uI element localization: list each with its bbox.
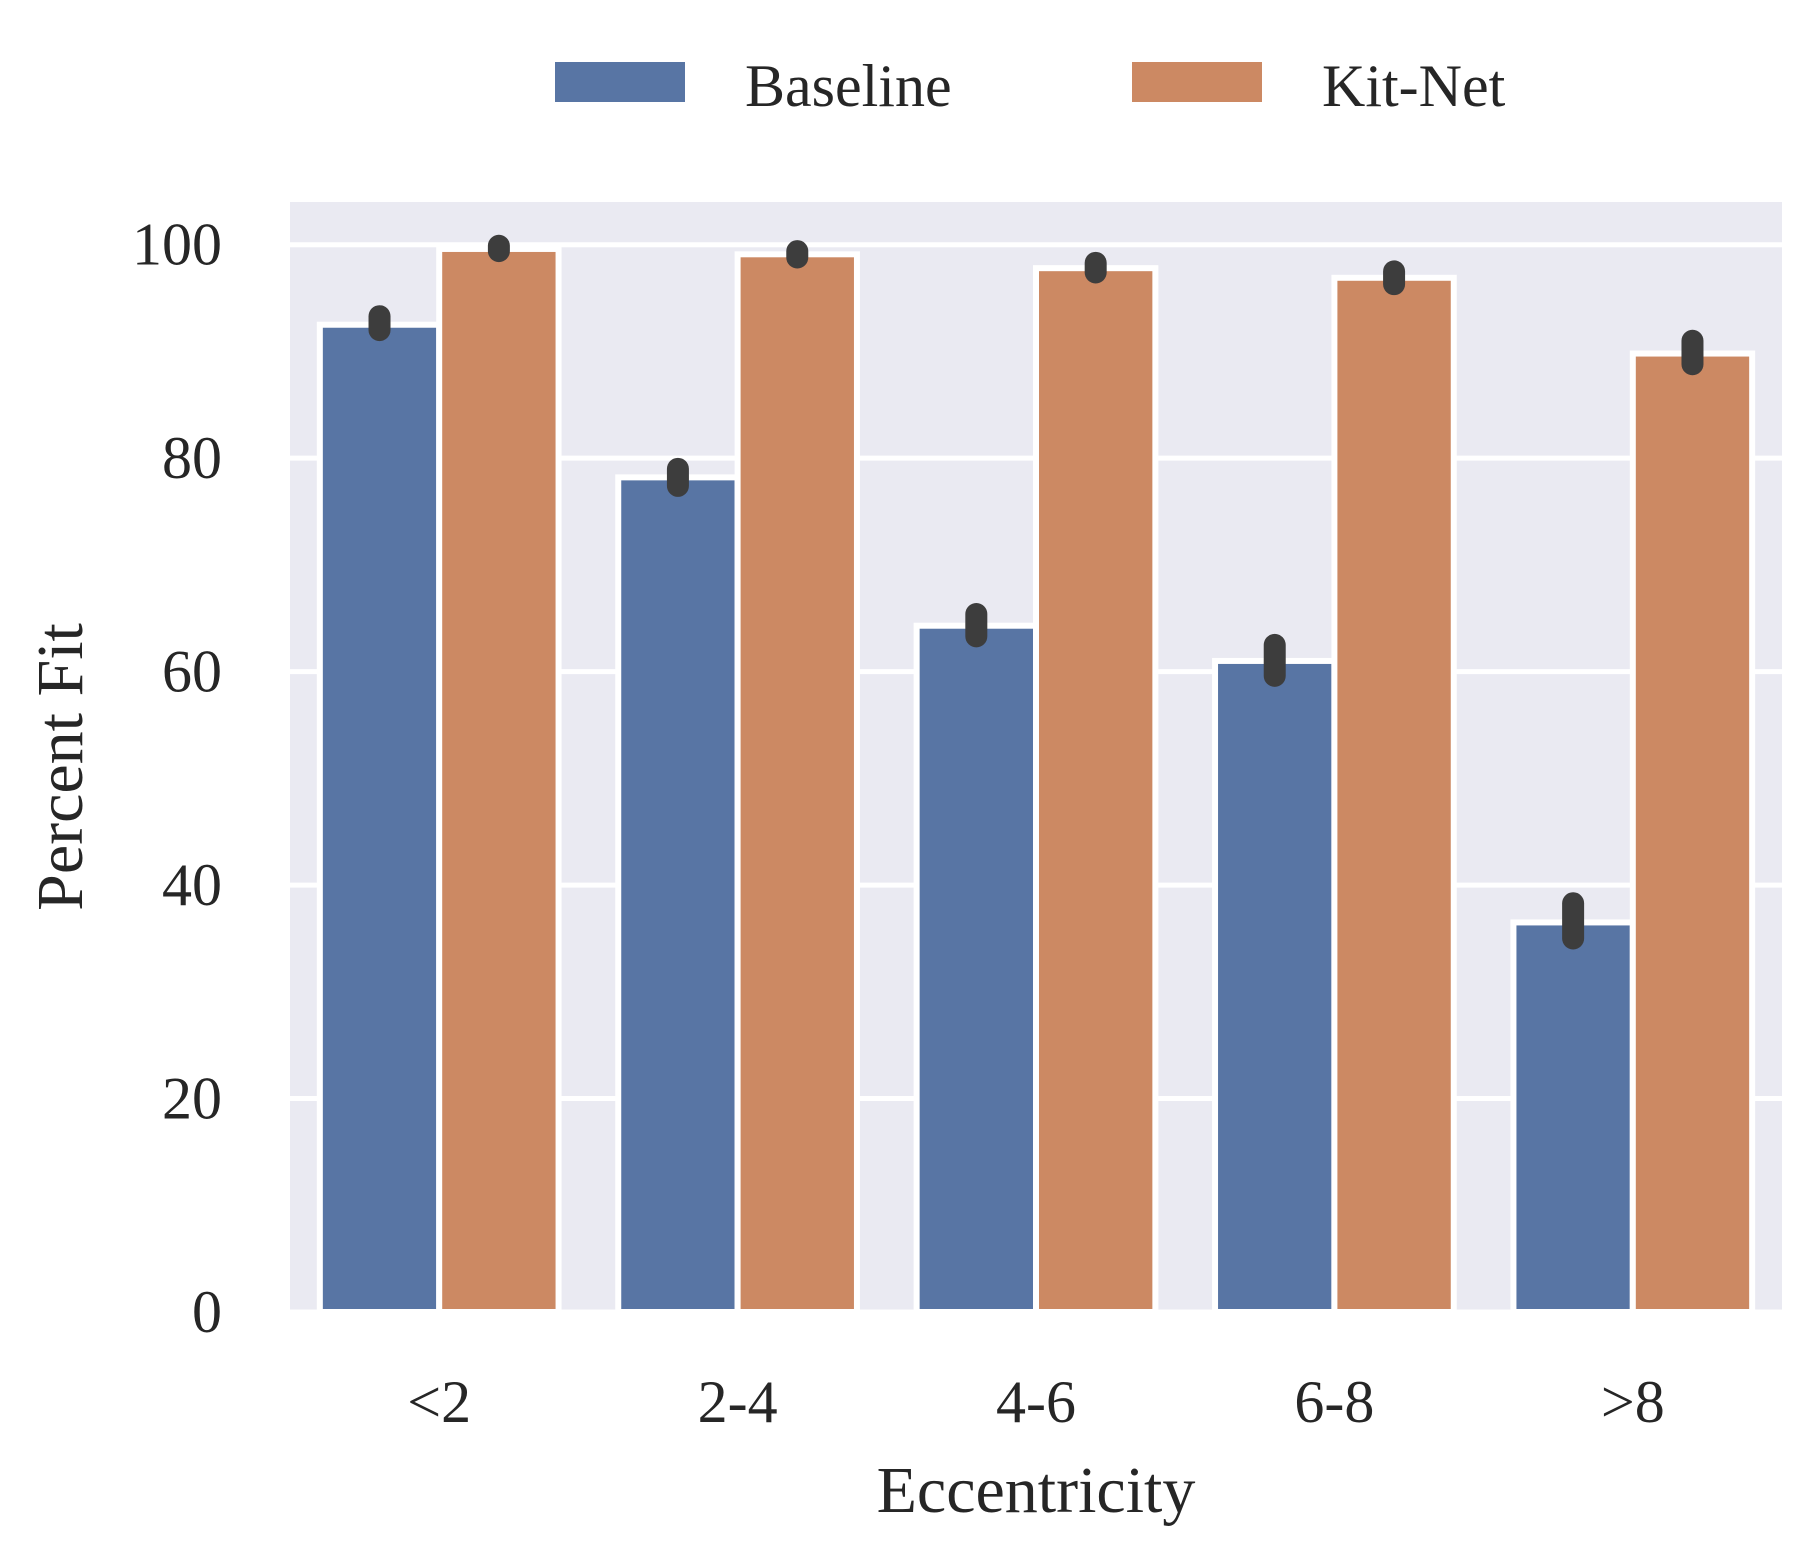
y-axis-label: Percent Fit xyxy=(24,623,97,911)
x-tick-label: <2 xyxy=(407,1369,471,1435)
bar-kit-net xyxy=(1331,274,1457,1316)
y-tick-label: 60 xyxy=(162,639,222,705)
bar-kit-net xyxy=(1629,350,1756,1315)
x-tick-label: >8 xyxy=(1601,1369,1665,1435)
legend-label: Baseline xyxy=(745,53,952,119)
bar-kit-net xyxy=(1033,265,1159,1315)
bar-baseline xyxy=(1510,919,1636,1315)
y-tick-label: 100 xyxy=(132,212,222,278)
legend-swatch xyxy=(555,62,685,102)
y-tick-label: 0 xyxy=(192,1279,222,1345)
bar-baseline xyxy=(615,474,741,1316)
bar-baseline xyxy=(316,321,443,1316)
legend-swatch xyxy=(1132,62,1262,102)
x-tick-labels: <2 2-4 4-6 6-8 >8 xyxy=(407,1369,1664,1435)
bar-baseline xyxy=(913,622,1040,1315)
bar-baseline xyxy=(1212,657,1338,1315)
legend: Baseline Kit-Net xyxy=(555,53,1506,119)
legend-label: Kit-Net xyxy=(1322,53,1506,119)
bar-kit-net xyxy=(436,245,562,1315)
x-tick-label: 6-8 xyxy=(1294,1369,1374,1435)
x-tick-label: 2-4 xyxy=(698,1369,778,1435)
y-tick-label: 40 xyxy=(162,852,222,918)
error-bars xyxy=(368,234,1704,950)
x-tick-label: 4-6 xyxy=(996,1369,1076,1435)
bars xyxy=(316,245,1756,1316)
x-axis-label: Eccentricity xyxy=(877,1454,1196,1527)
bar-kit-net xyxy=(734,251,860,1315)
y-tick-label: 20 xyxy=(162,1066,222,1132)
y-tick-label: 80 xyxy=(162,425,222,491)
y-tick-labels: 0 20 40 60 80 100 xyxy=(132,212,222,1345)
